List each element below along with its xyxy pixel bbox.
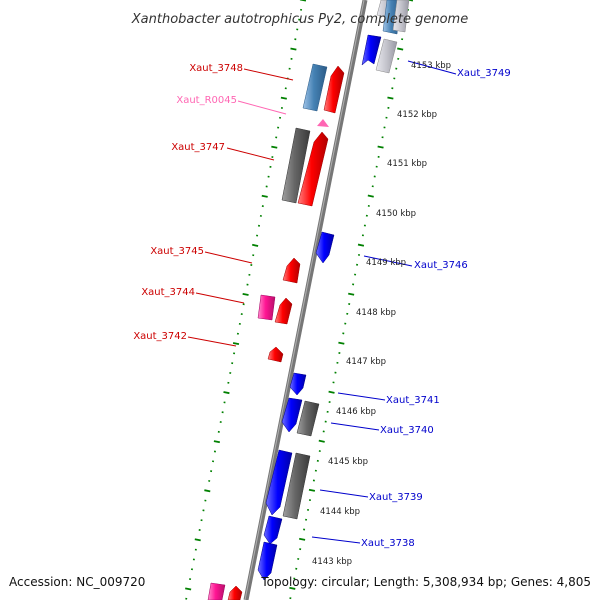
- label-xaut-3748[interactable]: Xaut_3748: [189, 63, 243, 74]
- kbp-label-4143: 4143 kbp: [312, 557, 352, 567]
- gene-xaut-3740-pseudo[interactable]: [296, 400, 320, 437]
- label-xaut-3741[interactable]: Xaut_3741: [386, 395, 440, 406]
- gene-xaut-3748[interactable]: [302, 63, 328, 112]
- label-xaut-3746[interactable]: Xaut_3746: [414, 260, 468, 271]
- tick-mark: [223, 391, 230, 395]
- leader-xaut-3744: [195, 292, 245, 304]
- leader-xaut-3739: [319, 489, 369, 498]
- kbp-label-4147: 4147 kbp: [346, 357, 386, 367]
- label-xaut-3747[interactable]: Xaut_3747: [171, 142, 225, 153]
- kbp-label-4150: 4150 kbp: [376, 209, 416, 219]
- tick-mark: [299, 0, 307, 2]
- tick-mark: [357, 243, 365, 247]
- tick-mark: [367, 194, 374, 198]
- label-xaut-3744[interactable]: Xaut_3744: [141, 287, 195, 298]
- kbp-label-4148: 4148 kbp: [356, 308, 396, 318]
- tick-track-outer: [185, 0, 307, 600]
- tick-mark: [289, 586, 296, 590]
- gene-xaut-3739[interactable]: [265, 449, 293, 516]
- gene-labels: Xaut_3748 Xaut_R0045 Xaut_3747 Xaut_3745…: [133, 63, 510, 549]
- tick-mark: [232, 342, 240, 345]
- kbp-label-4146: 4146 kbp: [336, 407, 376, 417]
- tick-mark: [328, 390, 335, 394]
- gene-xaut-3744[interactable]: [274, 297, 293, 325]
- leader-xaut-3742: [187, 336, 237, 347]
- genome-summary-text: Topology: circular; Length: 5,308,934 bp…: [260, 575, 591, 589]
- label-xaut-3739[interactable]: Xaut_3739: [369, 492, 423, 503]
- kbp-label-4149: 4149 kbp: [366, 258, 406, 268]
- gene-xaut-3738-a[interactable]: [263, 515, 283, 545]
- kbp-labels: 4153 kbp 4152 kbp 4151 kbp 4150 kbp 4149…: [312, 61, 451, 567]
- tick-mark: [242, 292, 249, 296]
- gene-xaut-3747-pseudo[interactable]: [281, 127, 311, 204]
- label-xaut-3740[interactable]: Xaut_3740: [380, 425, 434, 436]
- label-xaut-3745[interactable]: Xaut_3745: [150, 246, 204, 257]
- label-xaut-3742[interactable]: Xaut_3742: [133, 331, 187, 342]
- gene-bottom-pink[interactable]: [207, 582, 226, 600]
- genome-backbone: [243, 0, 368, 600]
- tick-mark: [338, 341, 345, 345]
- kbp-label-4144: 4144 kbp: [320, 507, 360, 517]
- tick-mark: [271, 145, 278, 149]
- gene-bottom-red[interactable]: [227, 585, 243, 600]
- gene-xaut-3745[interactable]: [282, 257, 301, 284]
- leader-xaut-3746: [363, 255, 413, 267]
- tick-mark: [348, 292, 355, 296]
- gene-xaut-3741[interactable]: [289, 372, 307, 396]
- tick-mark: [261, 194, 268, 198]
- tick-mark: [387, 96, 394, 100]
- tick-mark: [290, 47, 297, 51]
- label-xaut-r0045[interactable]: Xaut_R0045: [176, 95, 237, 106]
- gene-top-lightgray-2[interactable]: [392, 0, 410, 33]
- tick-mark: [377, 145, 384, 149]
- tick-mark: [252, 243, 259, 247]
- reverse-strand-features: [257, 0, 410, 581]
- leader-xaut-3741: [337, 392, 386, 401]
- leader-xaut-3745: [204, 251, 253, 264]
- tick-mark: [185, 587, 192, 591]
- kbp-label-4151: 4151 kbp: [387, 159, 427, 169]
- tick-mark: [213, 440, 220, 444]
- gene-xaut-3749-a[interactable]: [361, 34, 382, 66]
- forward-strand-features: [207, 63, 345, 600]
- label-leader-lines: [187, 60, 457, 544]
- gene-xaut-3744-rna[interactable]: [257, 294, 276, 321]
- leader-xaut-3748: [243, 68, 294, 81]
- tick-track-inner: [289, 0, 414, 600]
- accession-text: Accession: NC_009720: [9, 575, 145, 589]
- label-xaut-3738[interactable]: Xaut_3738: [361, 538, 415, 549]
- leader-xaut-3747: [226, 147, 275, 161]
- gene-xaut-3746[interactable]: [315, 231, 335, 264]
- map-title: Xanthobacter autotrophicus Py2, complete…: [131, 12, 468, 27]
- tick-mark: [194, 538, 201, 542]
- tick-mark: [280, 96, 287, 100]
- tick-mark: [406, 0, 414, 2]
- tick-mark: [318, 439, 325, 443]
- gene-xaut-r0045[interactable]: [317, 119, 329, 127]
- gene-xaut-3747[interactable]: [297, 131, 329, 207]
- tick-mark: [299, 537, 306, 541]
- leader-xaut-3740: [330, 422, 380, 431]
- gene-xaut-3739-pseudo[interactable]: [282, 452, 311, 520]
- gene-xaut-3749-b[interactable]: [375, 38, 398, 74]
- label-xaut-3749[interactable]: Xaut_3749: [457, 68, 511, 79]
- leader-xaut-3738: [311, 536, 361, 544]
- tick-mark: [397, 47, 404, 51]
- gene-xaut-3748b[interactable]: [323, 65, 345, 114]
- tick-mark: [308, 488, 316, 492]
- kbp-label-4145: 4145 kbp: [328, 457, 368, 467]
- leader-xaut-3749: [407, 60, 457, 75]
- tick-mark: [204, 489, 211, 493]
- genome-backbone-highlight: [244, 0, 365, 600]
- gene-xaut-3738-b[interactable]: [257, 541, 278, 581]
- kbp-label-4152: 4152 kbp: [397, 110, 437, 120]
- kbp-label-4153: 4153 kbp: [411, 61, 451, 71]
- gene-xaut-3742[interactable]: [267, 346, 284, 363]
- gene-xaut-3740[interactable]: [281, 397, 303, 433]
- leader-xaut-r0045: [237, 100, 287, 115]
